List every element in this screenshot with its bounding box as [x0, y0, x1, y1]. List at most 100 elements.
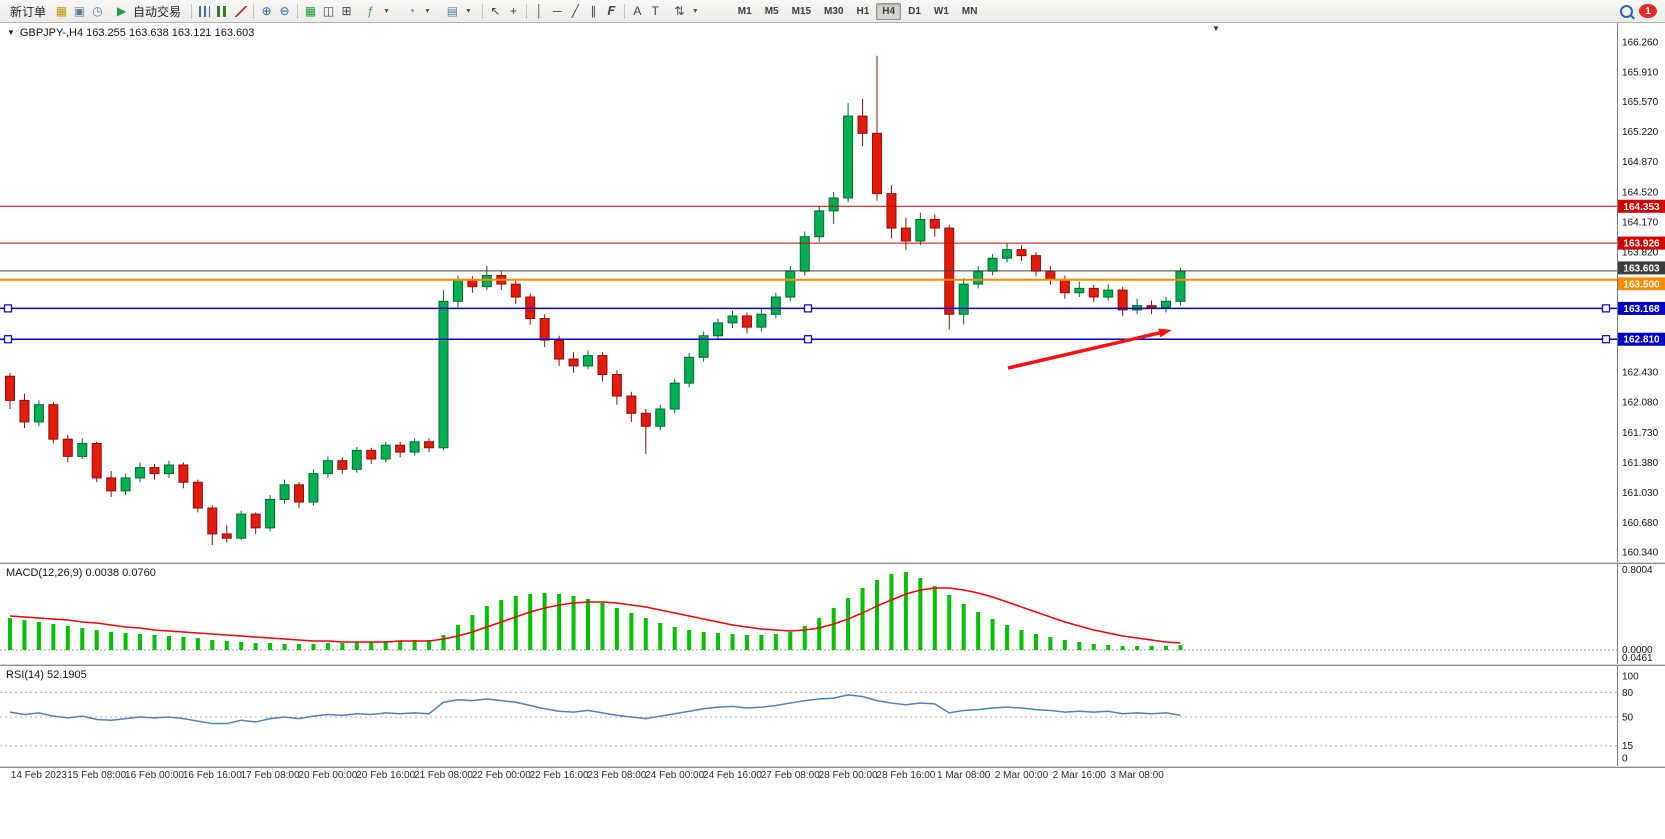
rsi-tick: 15 — [1622, 741, 1634, 752]
price-tick: 166.260 — [1622, 38, 1659, 49]
panel-divider[interactable] — [0, 766, 1665, 768]
bar-chart-icon[interactable] — [196, 3, 213, 20]
macd-histogram — [8, 572, 1183, 650]
timeframe-m1[interactable]: M1 — [737, 5, 752, 17]
separator — [623, 3, 625, 19]
time-axis[interactable]: 14 Feb 2023 15 Feb 08:00 16 Feb 00:00 16 Fe… — [0, 768, 1665, 784]
zoom-in-icon[interactable]: ⊕ — [261, 4, 272, 18]
candlestick-chart-icon[interactable] — [214, 3, 231, 20]
notification-badge[interactable]: 1 — [1639, 4, 1657, 18]
line-handle[interactable] — [1601, 335, 1611, 344]
timeframe-mn[interactable]: MN — [961, 5, 978, 17]
panel-divider[interactable] — [0, 562, 1665, 564]
templates-button[interactable]: ▤ ▼ — [438, 1, 478, 21]
time-label: 2 Mar 16:00 — [1052, 770, 1106, 781]
chevron-down-icon: ▼ — [383, 7, 390, 15]
time-label: 16 Feb 00:00 — [125, 770, 184, 781]
fibonacci-tool-icon[interactable]: 𝑭 — [607, 4, 616, 18]
horizontal-line-tool-icon[interactable]: ─ — [553, 4, 562, 18]
time-label: 23 Feb 08:00 — [587, 770, 647, 781]
vertical-line-tool-icon[interactable]: │ — [535, 4, 544, 18]
macd-label: MACD(12,26,9) 0.0038 0.0760 — [6, 567, 156, 579]
trend-arrow[interactable] — [1007, 331, 1160, 370]
panel-divider[interactable] — [0, 664, 1665, 666]
search-icon[interactable] — [1620, 4, 1633, 18]
new-order-button[interactable]: 新订单 — [4, 1, 52, 21]
arrows-tool-button[interactable]: ⇅ ▼ — [665, 1, 705, 21]
trend-arrow-head[interactable] — [1158, 328, 1172, 338]
rsi-tick: 0 — [1622, 754, 1628, 765]
price-badge-label: 163.603 — [1623, 263, 1660, 274]
main-chart-panel: 166.260 165.910 165.570 165.220 164.870 164.5… — [0, 23, 1665, 562]
periods-button[interactable]: ◔ ▼ — [397, 1, 437, 21]
cascade-windows-icon[interactable]: ◫ — [322, 4, 335, 18]
text-tool-icon[interactable]: A — [633, 4, 642, 18]
macd-panel: 0.8004 0.0000 0.0461 MACD(12,26,9) 0.0038 … — [0, 564, 1665, 664]
timeframe-group: M1 M5 M15 M30 H1 H4 D1 W1 MN — [732, 2, 984, 20]
time-label: 14 Feb 2023 — [10, 770, 67, 781]
timeframe-h1[interactable]: H1 — [856, 5, 870, 17]
auto-trading-label: 自动交易 — [133, 4, 182, 19]
price-badge — [1618, 261, 1665, 275]
text-label-tool-icon[interactable]: T — [651, 4, 660, 18]
chevron-down-icon: ▼ — [691, 7, 699, 15]
time-label: 24 Feb 16:00 — [703, 770, 762, 781]
time-label: 1 Mar 08:00 — [937, 770, 991, 781]
price-tick: 164.520 — [1622, 187, 1659, 198]
data-window-icon[interactable]: ▣ — [73, 4, 86, 18]
price-tick: 165.570 — [1622, 97, 1659, 108]
line-handle[interactable] — [1601, 304, 1611, 313]
price-tick: 161.030 — [1622, 488, 1659, 499]
rsi-label: RSI(14) 52.1905 — [6, 669, 87, 681]
indicators-icon: ƒ — [367, 4, 374, 18]
collapse-triangle-icon[interactable]: ▼ — [7, 28, 15, 37]
price-badge-label: 164.353 — [1623, 202, 1660, 213]
time-label: 24 Feb 00:00 — [645, 770, 705, 781]
crosshair-tool-icon[interactable]: + — [509, 4, 517, 18]
line-handle[interactable] — [3, 335, 13, 344]
price-badge-label: 163.168 — [1623, 304, 1660, 315]
navigator-icon[interactable]: ◷ — [92, 4, 103, 18]
timeframe-h4[interactable]: H4 — [876, 2, 902, 20]
arrange-windows-icon[interactable]: ⊞ — [341, 4, 352, 18]
tile-windows-icon[interactable]: ▦ — [304, 4, 317, 18]
price-tick: 164.170 — [1622, 218, 1659, 229]
separator — [191, 3, 193, 19]
time-label: 28 Feb 00:00 — [818, 770, 878, 781]
timeframe-m5[interactable]: M5 — [764, 5, 779, 17]
line-handle[interactable] — [803, 335, 813, 344]
macd-current-value: 0.0461 — [1622, 653, 1653, 664]
timeframe-w1[interactable]: W1 — [933, 5, 949, 17]
indicators-button[interactable]: ƒ ▼ — [356, 1, 396, 21]
time-label: 21 Feb 08:00 — [414, 770, 473, 781]
timeframe-m15[interactable]: M15 — [791, 5, 812, 17]
time-label: 17 Feb 08:00 — [240, 770, 300, 781]
timeframe-m30[interactable]: M30 — [824, 5, 844, 17]
chevron-down-icon: ▼ — [423, 7, 431, 15]
auto-trading-button[interactable]: ▶ 自动交易 — [107, 1, 187, 21]
rsi-canvas[interactable]: 100 80 50 15 0 — [0, 666, 1665, 766]
time-label: 3 Mar 08:00 — [1110, 770, 1164, 781]
channel-tool-icon[interactable]: ∥ — [590, 4, 597, 18]
clock-icon: ◔ — [407, 4, 416, 18]
separator — [481, 3, 483, 19]
template-icon: ▤ — [446, 4, 459, 18]
market-watch-icon[interactable]: ▦ — [55, 4, 68, 18]
time-label: 20 Feb 00:00 — [298, 770, 358, 781]
macd-tick-max: 0.8004 — [1622, 565, 1653, 576]
zoom-out-icon[interactable]: ⊖ — [279, 4, 290, 18]
price-badge — [1618, 199, 1665, 213]
time-label: 20 Feb 16:00 — [356, 770, 416, 781]
line-handle[interactable] — [803, 304, 813, 313]
chevron-down-icon: ▼ — [464, 7, 472, 15]
time-label: 2 Mar 00:00 — [994, 770, 1049, 781]
main-chart-canvas[interactable]: 166.260 165.910 165.570 165.220 164.870 164.5… — [0, 23, 1665, 562]
cursor-tool-icon[interactable]: ↖ — [490, 4, 501, 18]
line-handle[interactable] — [3, 304, 13, 313]
line-chart-icon[interactable] — [232, 3, 249, 20]
time-label: 28 Feb 16:00 — [876, 770, 936, 781]
chart-shift-marker[interactable]: ▼ — [1212, 24, 1220, 33]
timeframe-d1[interactable]: D1 — [908, 5, 921, 17]
trendline-tool-icon[interactable]: ╱ — [571, 4, 579, 18]
